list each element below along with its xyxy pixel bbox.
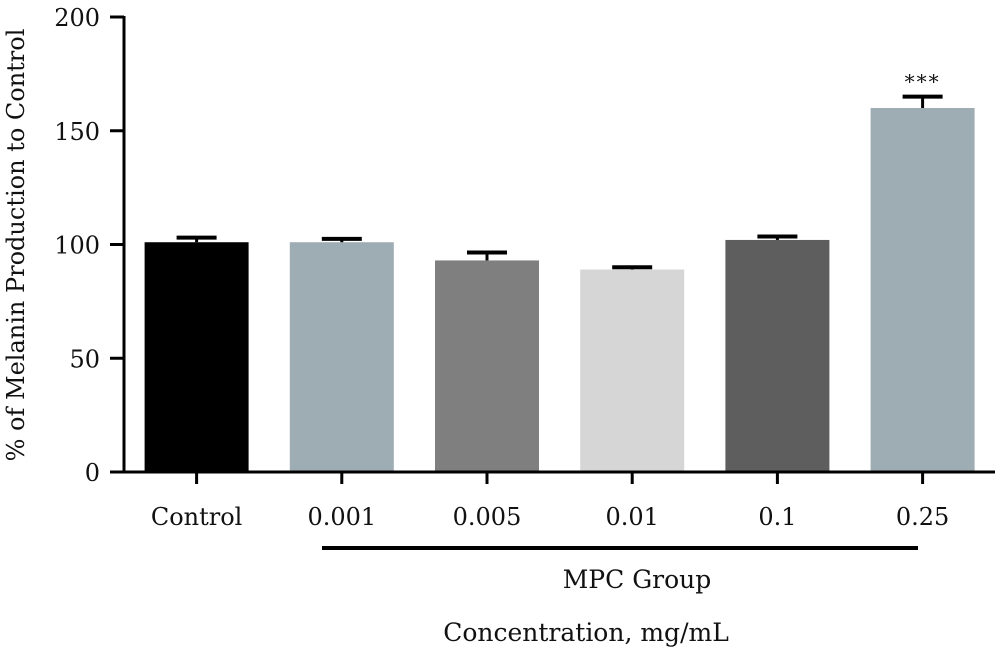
- x-axis-label: Concentration, mg/mL: [443, 618, 729, 647]
- bar: [870, 108, 975, 472]
- y-tick-label: 200: [54, 4, 100, 32]
- y-axis-label: % of Melanin Production to Control: [2, 29, 30, 462]
- y-tick-label: 50: [69, 345, 100, 373]
- bar: [435, 260, 539, 472]
- x-axis: Control 0.001 0.005 0.01 0.1 0.25: [123, 470, 995, 531]
- bar: [144, 242, 249, 472]
- group-label: MPC Group: [563, 565, 712, 594]
- bar: [580, 269, 685, 472]
- bar: [289, 242, 394, 472]
- y-tick-label: 0: [85, 459, 100, 487]
- x-tick-label: 0.001: [307, 503, 376, 531]
- bars: ***: [144, 70, 975, 472]
- bar: [725, 239, 830, 472]
- x-tick-label: Control: [151, 503, 243, 531]
- x-tick-label: 0.1: [758, 503, 796, 531]
- x-tick-label: 0.25: [896, 503, 949, 531]
- y-axis: 0 50 100 150 200: [54, 4, 126, 487]
- x-tick-label: 0.005: [453, 503, 522, 531]
- x-tick-label: 0.01: [605, 503, 658, 531]
- significance-annotation: ***: [905, 70, 941, 94]
- y-tick-label: 100: [54, 232, 100, 260]
- y-tick-label: 150: [54, 118, 100, 146]
